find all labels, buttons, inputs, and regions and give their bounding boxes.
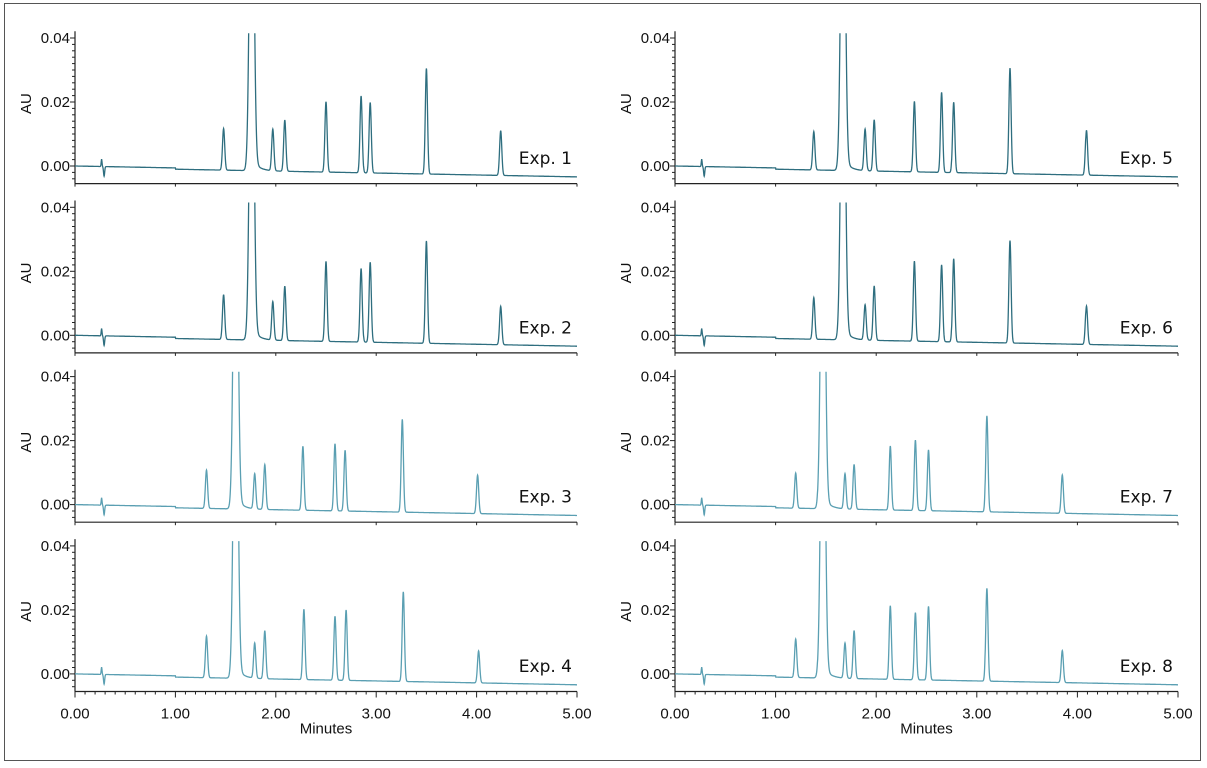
experiment-label: Exp. 5 xyxy=(1120,149,1173,169)
y-tick-label: 0.04 xyxy=(41,199,70,216)
x-tick-label: 3.00 xyxy=(362,706,391,723)
y-tick-label: 0.00 xyxy=(641,666,670,683)
figure-frame xyxy=(4,3,1201,761)
chromatogram-trace xyxy=(675,33,1178,179)
chromatogram-trace xyxy=(675,202,1178,348)
experiment-label: Exp. 7 xyxy=(1120,488,1173,508)
y-tick-label: 0.00 xyxy=(41,158,70,175)
y-axis-label: AU xyxy=(618,262,635,283)
panel-5: 0.04 0.02 0.00 AU Exp. 5 xyxy=(618,30,1179,187)
experiment-label: Exp. 2 xyxy=(519,318,572,338)
y-axis-label: AU xyxy=(18,93,35,114)
panel-2: 0.04 0.02 0.00 AU Exp. 2 xyxy=(18,199,578,356)
y-tick-label: 0.00 xyxy=(41,666,70,683)
x-tick-label: 5.00 xyxy=(562,706,591,723)
experiment-label: Exp. 3 xyxy=(519,488,572,508)
y-tick-label: 0.02 xyxy=(641,94,670,111)
y-axis-label: AU xyxy=(18,432,35,453)
x-tick-label: 2.00 xyxy=(261,706,290,723)
x-tick-label: 5.00 xyxy=(1163,706,1192,723)
y-tick-label: 0.04 xyxy=(641,30,670,47)
panel-7: 0.04 0.02 0.00 AU Exp. 7 xyxy=(618,369,1179,526)
experiment-label: Exp. 1 xyxy=(519,149,572,169)
x-tick-label: 1.00 xyxy=(161,706,190,723)
y-tick-label: 0.02 xyxy=(641,263,670,280)
x-tick-label: 2.00 xyxy=(862,706,891,723)
panel-4: 0.04 0.02 0.00 AU 0.00 1.00 2.00 3.00 4.00 5.00 Mi… xyxy=(18,538,592,738)
y-tick-label: 0.04 xyxy=(641,369,670,386)
y-tick-label: 0.02 xyxy=(641,602,670,619)
y-tick-label: 0.02 xyxy=(41,602,70,619)
y-axis-label: AU xyxy=(18,601,35,622)
y-tick-label: 0.02 xyxy=(41,94,70,111)
y-axis-label: AU xyxy=(618,432,635,453)
y-tick-label: 0.04 xyxy=(641,199,670,216)
x-tick-label: 3.00 xyxy=(962,706,991,723)
y-tick-label: 0.00 xyxy=(41,327,70,344)
x-tick-label: 4.00 xyxy=(1063,706,1092,723)
y-tick-label: 0.00 xyxy=(41,497,70,514)
x-tick-label: 0.00 xyxy=(660,706,689,723)
y-axis-label: AU xyxy=(18,262,35,283)
y-axis-label: AU xyxy=(618,93,635,114)
experiment-label: Exp. 4 xyxy=(519,657,572,677)
chromatogram-trace xyxy=(675,371,1178,517)
y-tick-label: 0.04 xyxy=(41,369,70,386)
x-axis-label: Minutes xyxy=(300,721,353,738)
x-tick-label: 0.00 xyxy=(60,706,89,723)
y-tick-label: 0.02 xyxy=(41,433,70,450)
panel-8: 0.04 0.02 0.00 AU 0.00 1.00 2.00 3.00 4.00 5.00 Mi… xyxy=(618,538,1193,738)
x-tick-label: 1.00 xyxy=(761,706,790,723)
panel-3: 0.04 0.02 0.00 AU Exp. 3 xyxy=(18,369,578,526)
y-tick-label: 0.04 xyxy=(41,30,70,47)
y-axis-label: AU xyxy=(618,601,635,622)
y-tick-label: 0.04 xyxy=(641,538,670,555)
x-tick-label: 4.00 xyxy=(462,706,491,723)
chromatogram-trace xyxy=(75,371,577,517)
experiment-label: Exp. 8 xyxy=(1120,657,1173,677)
y-tick-label: 0.02 xyxy=(641,433,670,450)
chromatogram-trace xyxy=(675,541,1178,687)
experiment-label: Exp. 6 xyxy=(1120,318,1173,338)
panel-1: 0.04 0.02 0.00 AU Exp. 1 xyxy=(18,30,578,187)
chromatogram-trace xyxy=(75,33,577,179)
x-axis-label: Minutes xyxy=(900,721,953,738)
chromatogram-trace xyxy=(75,202,577,348)
y-tick-label: 0.04 xyxy=(41,538,70,555)
y-tick-label: 0.00 xyxy=(641,327,670,344)
y-tick-label: 0.00 xyxy=(641,497,670,514)
y-tick-label: 0.02 xyxy=(41,263,70,280)
panel-6: 0.04 0.02 0.00 AU Exp. 6 xyxy=(618,199,1179,356)
chromatogram-trace xyxy=(75,541,577,687)
y-tick-label: 0.00 xyxy=(641,158,670,175)
